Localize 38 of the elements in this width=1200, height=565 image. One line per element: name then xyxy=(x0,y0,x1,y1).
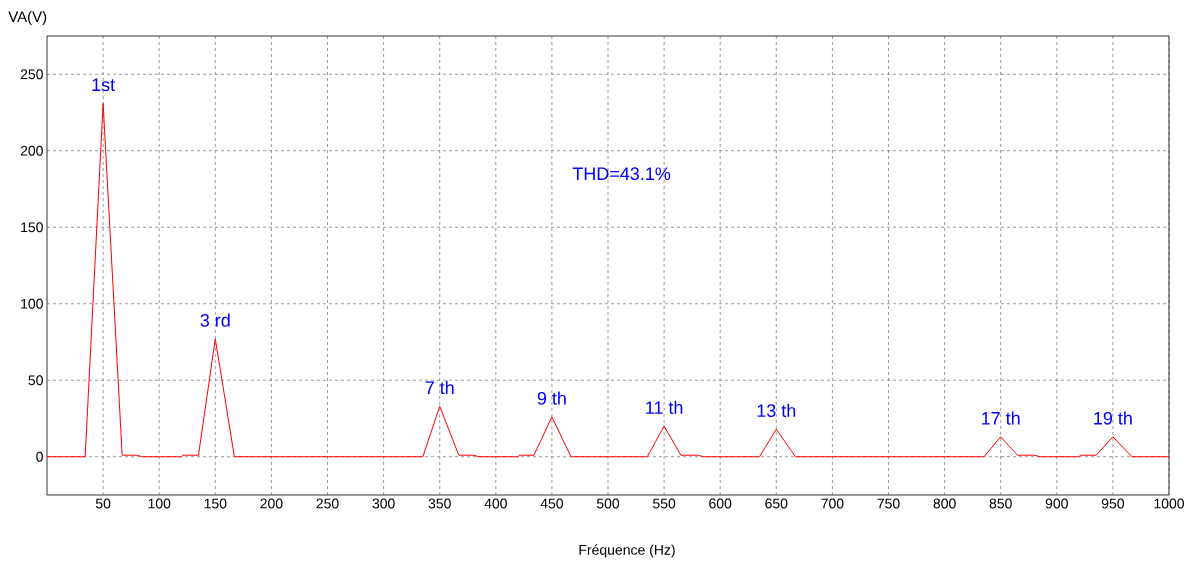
y-tick-label: 0 xyxy=(36,451,43,462)
x-tick-label: 50 xyxy=(95,498,111,509)
x-tick-label: 350 xyxy=(428,498,451,509)
y-tick-label: 200 xyxy=(20,145,43,156)
x-tick-label: 600 xyxy=(709,498,732,509)
x-tick-label: 800 xyxy=(933,498,956,509)
x-tick-label: 100 xyxy=(148,498,171,509)
x-tick-label: 700 xyxy=(821,498,844,509)
x-tick-label: 950 xyxy=(1101,498,1125,509)
x-tick-label: 900 xyxy=(1045,498,1068,509)
x-axis-title: Fréquence (Hz) xyxy=(579,544,675,558)
annotation: 11 th xyxy=(646,400,683,414)
x-tick-label: 750 xyxy=(877,498,900,509)
annotation: 13 th xyxy=(757,403,796,417)
x-tick-label: 450 xyxy=(540,498,564,509)
x-tick-label: 500 xyxy=(596,498,620,509)
annotation: 7 th xyxy=(425,380,454,395)
y-tick-label: 150 xyxy=(21,222,43,233)
y-tick-label: 250 xyxy=(20,69,43,80)
x-tick-label: 650 xyxy=(765,498,788,509)
y-tick-label: 100 xyxy=(21,298,43,309)
line-series xyxy=(46,102,1170,458)
x-tick-label: 300 xyxy=(372,498,395,509)
annotation: THD=43.1% xyxy=(572,167,671,181)
y-tick-label: 50 xyxy=(28,375,43,386)
x-tick-label: 250 xyxy=(316,498,339,509)
x-tick-label: 400 xyxy=(484,498,507,509)
annotation: 1st xyxy=(92,78,115,92)
annotation: 17 th xyxy=(982,411,1020,425)
x-tick-label: 1000 xyxy=(1154,498,1185,509)
annotation: 19 th xyxy=(1094,411,1132,425)
annotation: 9 th xyxy=(537,391,566,405)
y-axis-title: VA(V) xyxy=(8,11,47,25)
x-tick-label: 150 xyxy=(204,498,227,509)
x-tick-label: 550 xyxy=(652,498,676,509)
x-tick-label: 200 xyxy=(260,498,283,509)
x-tick-label: 850 xyxy=(989,498,1012,509)
annotation: 3 rd xyxy=(200,313,230,327)
